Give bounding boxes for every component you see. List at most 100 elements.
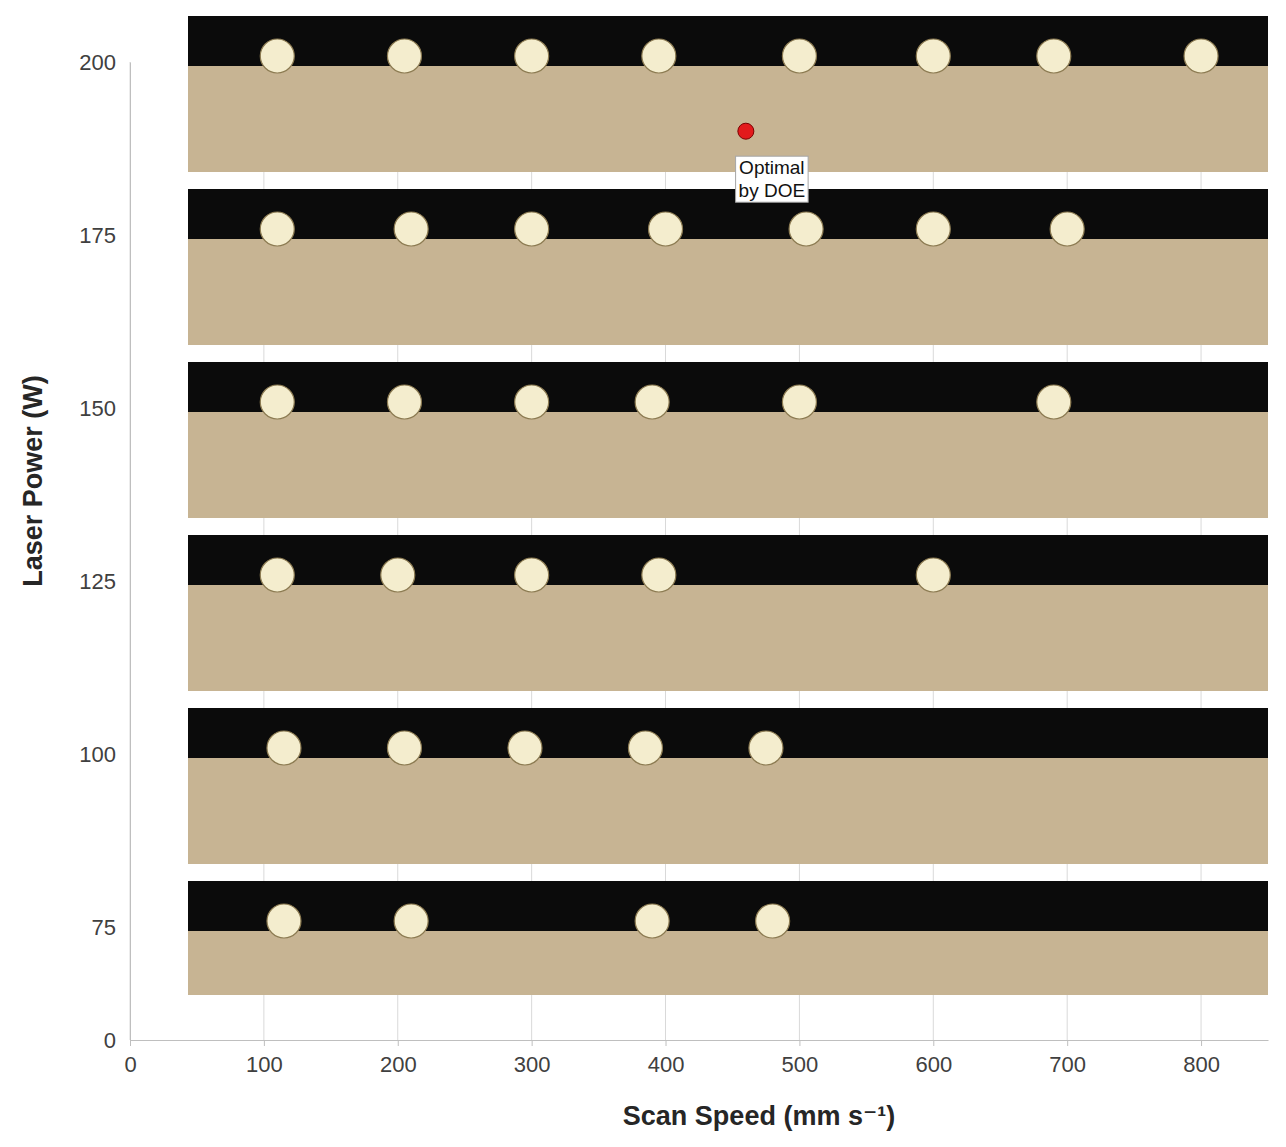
- x-tick-mark: [398, 1040, 399, 1046]
- melt-track: [642, 39, 676, 73]
- melt-track: [635, 385, 669, 419]
- melt-track: [260, 212, 294, 246]
- strip-dark: [188, 16, 1268, 66]
- x-tick-mark: [1201, 1040, 1202, 1046]
- series: [260, 39, 1218, 938]
- strip-substrate: [188, 931, 1268, 995]
- melt-track: [515, 39, 549, 73]
- melt-track: [260, 558, 294, 592]
- chart: 0 100 200 300 400 500 600 700 800 0 75 100 125 150 175…: [0, 0, 1286, 1147]
- melt-track: [789, 212, 823, 246]
- melt-track: [260, 39, 294, 73]
- y-tick: 150: [79, 396, 130, 421]
- x-tick: 600: [915, 1040, 952, 1077]
- y-tick-label: 0: [104, 1028, 116, 1053]
- strip-dark: [188, 881, 1268, 931]
- x-tick-label: 700: [1049, 1052, 1086, 1077]
- x-tick-mark: [264, 1040, 265, 1046]
- y-tick: 0: [104, 1028, 130, 1053]
- x-tick: 0: [124, 1040, 136, 1077]
- strip-substrate: [188, 239, 1268, 345]
- melt-track: [1184, 39, 1218, 73]
- melt-track: [387, 39, 421, 73]
- x-tick-mark: [532, 1040, 533, 1046]
- x-tick-label: 400: [648, 1052, 685, 1077]
- melt-track: [267, 904, 301, 938]
- x-tick-mark: [130, 1040, 131, 1046]
- y-tick: 75: [92, 915, 130, 940]
- x-tick: 200: [380, 1040, 417, 1077]
- melt-track: [635, 904, 669, 938]
- melt-track: [916, 39, 950, 73]
- y-tick-label: 75: [92, 915, 116, 940]
- x-tick-label: 800: [1183, 1052, 1220, 1077]
- x-tick-label: 200: [380, 1052, 417, 1077]
- melt-track: [381, 558, 415, 592]
- melt-track: [387, 385, 421, 419]
- y-tick: 125: [79, 569, 130, 594]
- y-axis-title: Laser Power (W): [18, 375, 48, 587]
- x-axis: 0 100 200 300 400 500 600 700 800: [124, 1040, 1268, 1077]
- x-tick: 400: [648, 1040, 685, 1077]
- melt-track: [387, 731, 421, 765]
- melt-track: [756, 904, 790, 938]
- x-axis-title: Scan Speed (mm s⁻¹): [623, 1101, 895, 1131]
- melt-track: [1037, 39, 1071, 73]
- strip-substrate: [188, 66, 1268, 172]
- x-tick: 800: [1183, 1040, 1220, 1077]
- x-tick-label: 300: [514, 1052, 551, 1077]
- strip-dark: [188, 708, 1268, 758]
- melt-track: [508, 731, 542, 765]
- melt-track: [628, 731, 662, 765]
- melt-track: [515, 558, 549, 592]
- x-axis-line: [131, 1040, 1269, 1041]
- strip-substrate: [188, 412, 1268, 518]
- melt-track: [260, 385, 294, 419]
- melt-track: [267, 731, 301, 765]
- strip-dark: [188, 189, 1268, 239]
- melt-track: [515, 385, 549, 419]
- annotation-text: Optimalby DOE: [739, 157, 806, 201]
- melt-track: [649, 212, 683, 246]
- strip-substrate: [188, 758, 1268, 864]
- y-tick: 200: [79, 50, 130, 75]
- annotation-label: Optimalby DOE: [736, 156, 809, 202]
- x-tick: 500: [782, 1040, 819, 1077]
- strip-substrate: [188, 585, 1268, 691]
- x-tick-mark: [1067, 1040, 1068, 1046]
- y-tick-label: 200: [79, 50, 116, 75]
- x-tick-label: 100: [246, 1052, 283, 1077]
- melt-track: [916, 212, 950, 246]
- plot-area: [260, 39, 1218, 938]
- y-tick-label: 175: [79, 223, 116, 248]
- x-tick-label: 0: [124, 1052, 136, 1077]
- y-axis-line: [130, 63, 131, 1041]
- melt-track: [782, 385, 816, 419]
- melt-track: [515, 212, 549, 246]
- micrograph-strips: [188, 16, 1268, 995]
- x-tick-label: 600: [915, 1052, 952, 1077]
- x-tick-mark: [799, 1040, 800, 1046]
- x-tick-mark: [933, 1040, 934, 1046]
- melt-track: [1037, 385, 1071, 419]
- y-tick: 100: [79, 742, 130, 767]
- melt-track: [1050, 212, 1084, 246]
- melt-track: [394, 212, 428, 246]
- x-tick-mark: [666, 1040, 667, 1046]
- grid-line: [130, 62, 131, 1040]
- strip-dark: [188, 362, 1268, 412]
- y-tick-label: 100: [79, 742, 116, 767]
- x-tick-label: 500: [782, 1052, 819, 1077]
- y-tick-label: 150: [79, 396, 116, 421]
- annotation-point: [738, 123, 754, 139]
- x-tick: 100: [246, 1040, 283, 1077]
- x-tick: 300: [514, 1040, 551, 1077]
- y-tick-label: 125: [79, 569, 116, 594]
- annotation-box: [736, 156, 809, 202]
- melt-track: [782, 39, 816, 73]
- melt-track: [916, 558, 950, 592]
- melt-track: [749, 731, 783, 765]
- y-tick: 175: [79, 223, 130, 248]
- strip-dark: [188, 535, 1268, 585]
- x-tick: 700: [1049, 1040, 1086, 1077]
